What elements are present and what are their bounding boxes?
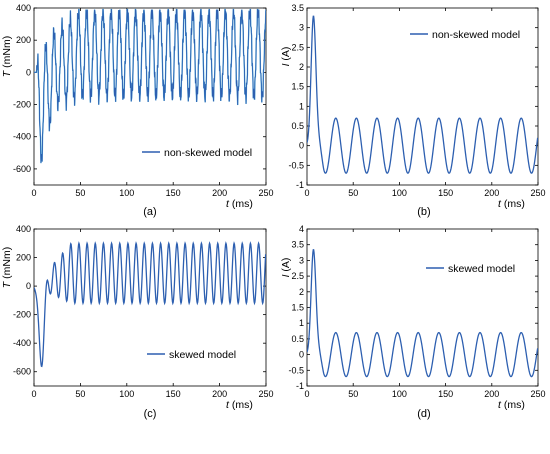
plot-area-d <box>306 228 539 387</box>
x-tick-label: 150 <box>438 389 453 399</box>
plot-area-c <box>33 228 267 387</box>
x-tick-label: 0 <box>304 389 309 399</box>
x-tick-label: 100 <box>119 389 134 399</box>
y-axis-label: T (mNm) <box>1 36 13 77</box>
y-tick-label: 200 <box>16 253 31 263</box>
x-axis-label: t (ms) <box>226 198 253 210</box>
y-tick-label: 3 <box>299 255 304 265</box>
x-tick-label: 50 <box>75 188 85 198</box>
y-tick-label: 1 <box>299 318 304 328</box>
chart-panel-d: 0 50 100 150 200 250 4 3.5 3 2.5 2 1.5 1 0.5 0 -0.5 -1 I … <box>280 224 546 420</box>
y-tick-label: 400 <box>16 3 31 13</box>
x-tick-label: 150 <box>166 389 181 399</box>
y-tick-label: -1 <box>296 381 304 391</box>
x-axis-label: t (ms) <box>226 399 253 411</box>
x-tick-label: 200 <box>484 188 499 198</box>
y-tick-label: -200 <box>13 100 31 110</box>
y-tick-label: 0 <box>299 350 304 360</box>
y-tick-label: 2.5 <box>291 271 304 281</box>
series-line <box>34 241 266 368</box>
y-tick-label: 0 <box>299 141 304 151</box>
x-tick-label: 200 <box>212 188 227 198</box>
chart-panel-b: 0 50 100 150 200 250 3.5 3 2.5 2 1.5 1 0.5 0 -0.5 -1 I (… <box>280 3 546 218</box>
y-tick-label: 4 <box>299 224 304 234</box>
chart-panel-a: 0 50 100 150 200 250 400 200 0 -200 -400 -600 T (mNm… <box>1 3 274 218</box>
x-tick-label: 100 <box>392 188 407 198</box>
y-tick-label: 3.5 <box>291 240 304 250</box>
y-axis-label: T (mNm) <box>1 247 13 288</box>
y-tick-label: 200 <box>16 35 31 45</box>
panel-caption: (d) <box>417 408 430 420</box>
x-tick-label: 0 <box>31 188 36 198</box>
y-tick-label: -600 <box>13 164 31 174</box>
y-tick-label: -400 <box>13 338 31 348</box>
y-tick-label: 2.5 <box>291 42 304 52</box>
y-tick-label: -600 <box>13 367 31 377</box>
y-tick-label: -400 <box>13 132 31 142</box>
legend-label: non-skewed model <box>164 147 252 159</box>
x-tick-label: 50 <box>75 389 85 399</box>
y-tick-label: 1.5 <box>291 303 304 313</box>
x-axis-label: t (ms) <box>498 198 525 210</box>
y-tick-label: 0.5 <box>291 121 304 131</box>
x-tick-label: 250 <box>530 389 545 399</box>
x-tick-label: 150 <box>166 188 181 198</box>
y-axis-label: I (A) <box>280 258 292 278</box>
y-tick-label: 3.5 <box>291 3 304 13</box>
series-line <box>307 15 538 174</box>
x-tick-label: 50 <box>348 188 358 198</box>
series-line <box>307 249 538 378</box>
chart-panel-c: 0 50 100 150 200 250 400 200 0 -200 -400 -600 T (mNm… <box>1 224 274 420</box>
x-axis-label: t (ms) <box>498 399 525 411</box>
y-tick-label: -1 <box>296 180 304 190</box>
y-tick-label: -0.5 <box>288 160 304 170</box>
y-tick-label: 1.5 <box>291 82 304 92</box>
x-tick-label: 250 <box>258 188 273 198</box>
x-tick-label: 250 <box>258 389 273 399</box>
y-tick-label: -200 <box>13 310 31 320</box>
legend-label: skewed model <box>169 349 236 361</box>
legend-label: non-skewed model <box>432 29 520 41</box>
x-tick-label: 0 <box>31 389 36 399</box>
y-tick-label: -0.5 <box>288 365 304 375</box>
x-tick-label: 100 <box>119 188 134 198</box>
x-tick-label: 200 <box>212 389 227 399</box>
y-axis-label: I (A) <box>280 47 292 67</box>
x-tick-label: 200 <box>484 389 499 399</box>
panel-caption: (c) <box>144 408 157 420</box>
x-tick-label: 150 <box>438 188 453 198</box>
x-tick-label: 100 <box>392 389 407 399</box>
x-tick-label: 50 <box>348 389 358 399</box>
panel-caption: (b) <box>417 206 430 218</box>
y-tick-label: 2 <box>299 62 304 72</box>
x-tick-label: 0 <box>304 188 309 198</box>
panel-caption: (a) <box>143 206 156 218</box>
y-tick-label: 0.5 <box>291 334 304 344</box>
legend-label: skewed model <box>448 263 515 275</box>
y-tick-label: 3 <box>299 23 304 33</box>
y-tick-label: 0 <box>26 281 31 291</box>
y-tick-label: 0 <box>26 67 31 77</box>
series-line <box>34 9 266 164</box>
y-tick-label: 1 <box>299 101 304 111</box>
plot-area-b <box>306 7 539 186</box>
y-tick-label: 2 <box>299 287 304 297</box>
y-tick-label: 400 <box>16 224 31 234</box>
x-tick-label: 250 <box>530 188 545 198</box>
